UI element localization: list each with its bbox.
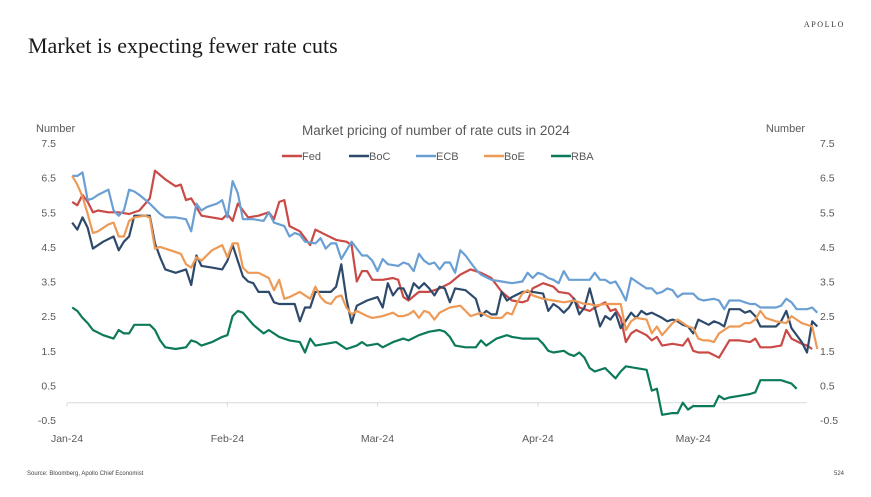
y-tick-label-right: 1.5	[820, 346, 835, 358]
y-tick-label-left: 1.5	[41, 346, 56, 358]
y-tick-label-right: 5.5	[820, 207, 835, 219]
y-tick-label-left: 3.5	[41, 277, 56, 289]
series-line-ecb	[72, 171, 819, 314]
y-tick-label-right: 2.5	[820, 311, 835, 323]
page-number: 524	[833, 471, 844, 477]
legend-label: RBA	[571, 151, 594, 163]
x-axis: Jan-24 Feb-24 Mar-24 Apr-24 May-24	[51, 402, 807, 445]
chart-title: Market pricing of number of rate cuts in…	[302, 123, 570, 138]
legend-item-rba: RBA	[551, 151, 594, 163]
x-tick-label: May-24	[676, 433, 711, 445]
y-tick-label-right: 0.5	[820, 380, 835, 392]
x-tick-label: Jan-24	[51, 433, 83, 445]
y-axis-label-right: Number	[766, 123, 805, 135]
y-tick-label-right: 7.5	[820, 138, 835, 150]
series-line-boe	[71, 175, 819, 350]
y-axis-label-left: Number	[36, 123, 75, 135]
legend-label: BoC	[369, 151, 390, 163]
y-tick-label-right: -0.5	[820, 415, 838, 427]
legend-item-fed: Fed	[282, 151, 321, 163]
legend-item-ecb: ECB	[416, 151, 459, 163]
source-note: Source: Bloomberg, Apollo Chief Economis…	[27, 471, 144, 477]
y-tick-label-right: 4.5	[820, 242, 835, 254]
legend-item-boe: BoE	[484, 151, 525, 163]
legend-label: Fed	[302, 151, 321, 163]
page-title: Market is expecting fewer rate cuts	[28, 33, 338, 58]
y-tick-label-left: 2.5	[41, 311, 56, 323]
series-lines	[71, 169, 819, 416]
series-line-boc	[71, 214, 819, 354]
x-tick-label: Mar-24	[361, 433, 394, 445]
y-tick-label-right: 3.5	[820, 277, 835, 289]
legend-label: ECB	[436, 151, 459, 163]
legend-label: BoE	[504, 151, 525, 163]
y-tick-label-left: -0.5	[38, 415, 56, 427]
x-tick-label: Feb-24	[211, 433, 244, 445]
legend: Fed BoC ECB BoE RBA	[282, 151, 594, 163]
y-tick-label-left: 0.5	[41, 380, 56, 392]
y-tick-label-left: 5.5	[41, 207, 56, 219]
x-tick-label: Apr-24	[522, 433, 554, 445]
y-axis-right: 7.5 6.5 5.5 4.5 3.5 2.5 1.5 0.5 -0.5	[820, 138, 838, 427]
series-line-rba	[71, 306, 798, 416]
legend-item-boc: BoC	[349, 151, 390, 163]
y-axis-left: 7.5 6.5 5.5 4.5 3.5 2.5 1.5 0.5 -0.5	[38, 138, 56, 427]
y-tick-label-left: 7.5	[41, 138, 56, 150]
y-tick-label-left: 6.5	[41, 173, 56, 185]
y-tick-label-right: 6.5	[820, 173, 835, 185]
y-tick-label-left: 4.5	[41, 242, 56, 254]
brand-logo: APOLLO	[803, 20, 845, 29]
